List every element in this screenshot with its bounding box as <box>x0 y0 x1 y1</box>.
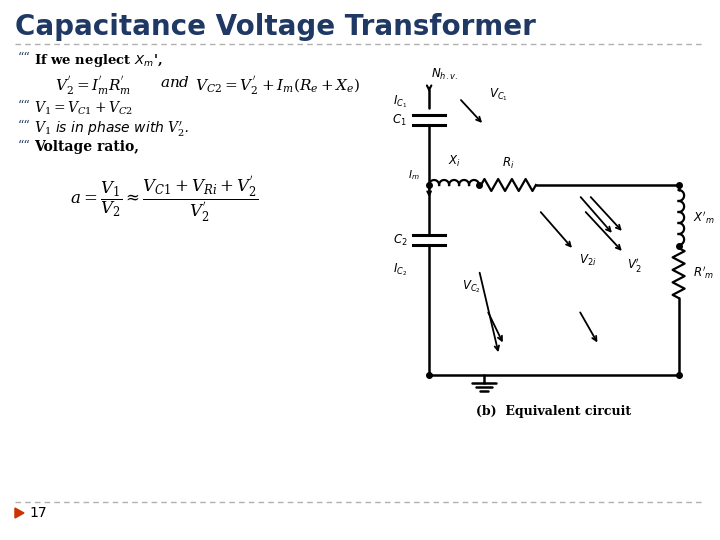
Text: $X_i$: $X_i$ <box>448 154 461 169</box>
Text: $and$: $and$ <box>160 75 190 90</box>
Text: $V_{C_1}$: $V_{C_1}$ <box>489 87 508 103</box>
Text: $a=\dfrac{V_1}{V_2}\approx\dfrac{V_{C1}+V_{Ri}+V_2^{'}}{V_2^{'}}$: $a=\dfrac{V_1}{V_2}\approx\dfrac{V_{C1}+… <box>70 175 258 225</box>
Polygon shape <box>15 508 24 518</box>
Text: ““: ““ <box>18 120 31 133</box>
Text: $\mathit{N_{h.v.}}$: $\mathit{N_{h.v.}}$ <box>431 67 458 82</box>
Text: $R'_m$: $R'_m$ <box>693 265 714 281</box>
Text: $V_2'$: $V_2'$ <box>626 256 642 274</box>
Text: ““: ““ <box>18 140 31 153</box>
Text: $C_2$: $C_2$ <box>392 232 408 247</box>
Text: Capacitance Voltage Transformer: Capacitance Voltage Transformer <box>15 13 536 41</box>
Text: $I_m$: $I_m$ <box>408 168 419 182</box>
Text: $V_2^{'}=I_m^{'}R_m^{'}$: $V_2^{'}=I_m^{'}R_m^{'}$ <box>55 75 131 97</box>
Text: ““: ““ <box>18 52 31 65</box>
Text: $V_{C2}=V_2^{'}+I_m\left(R_e+X_e\right)$: $V_{C2}=V_2^{'}+I_m\left(R_e+X_e\right)$ <box>194 75 360 97</box>
Text: $V_1$ is in phase with $V_2'$.: $V_1$ is in phase with $V_2'$. <box>34 120 189 139</box>
Text: $R_i$: $R_i$ <box>503 156 515 171</box>
Text: $V_{2i}$: $V_{2i}$ <box>579 253 596 268</box>
Text: Voltage ratio,: Voltage ratio, <box>34 140 139 154</box>
Text: ““: ““ <box>18 100 31 113</box>
Text: $X'_m$: $X'_m$ <box>693 209 714 226</box>
Text: $V_1=V_{C1}+V_{C2}$: $V_1=V_{C1}+V_{C2}$ <box>34 100 133 117</box>
Text: $C_1$: $C_1$ <box>392 112 408 127</box>
Text: 17: 17 <box>29 506 47 520</box>
Text: $V_{C_2}$: $V_{C_2}$ <box>462 278 480 295</box>
Text: $I_{C_1}$: $I_{C_1}$ <box>393 94 408 110</box>
Text: (b)  Equivalent circuit: (b) Equivalent circuit <box>477 405 631 418</box>
Text: $I_{C_2}$: $I_{C_2}$ <box>393 262 408 278</box>
Text: If we neglect $X_m$',: If we neglect $X_m$', <box>34 52 163 69</box>
